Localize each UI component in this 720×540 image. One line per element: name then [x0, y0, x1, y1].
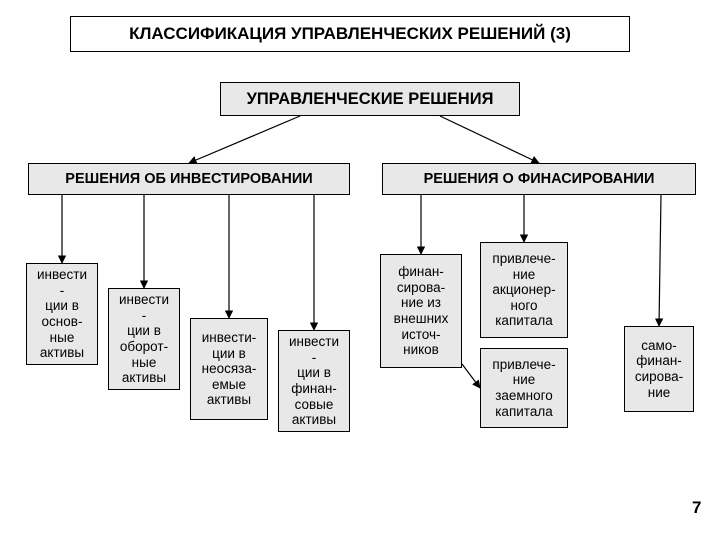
- leaf-node-text: инвести- ции в основ- ные активы: [35, 267, 89, 360]
- leaf-node-text: привлече- ние заемного капитала: [492, 357, 555, 419]
- root-node-text: УПРАВЛЕНЧЕСКИЕ РЕШЕНИЯ: [247, 90, 494, 109]
- edge-root-left: [189, 116, 300, 163]
- root-node: УПРАВЛЕНЧЕСКИЕ РЕШЕНИЯ: [220, 82, 520, 116]
- leaf-node-text: инвести- ции в неосяза- емые активы: [202, 330, 257, 408]
- edge-root-right: [440, 116, 539, 163]
- edge-leaf4-leaf6: [462, 364, 480, 388]
- connectors-layer: [0, 0, 720, 540]
- leaf-node-4: финан- сирова- ние из внешних источ- ник…: [380, 254, 462, 368]
- leaf-node-5: привлече- ние акционер- ного капитала: [480, 242, 568, 338]
- leaf-node-1: инвести- ции в оборот- ные активы: [108, 288, 180, 390]
- leaf-node-text: инвести- ции в оборот- ные активы: [117, 292, 171, 385]
- leaf-node-6: привлече- ние заемного капитала: [480, 348, 568, 428]
- leaf-node-text: привлече- ние акционер- ного капитала: [492, 251, 555, 329]
- leaf-node-3: инвести- ции в финан- совые активы: [278, 330, 350, 432]
- leaf-node-0: инвести- ции в основ- ные активы: [26, 263, 98, 365]
- leaf-node-text: инвести- ции в финан- совые активы: [287, 334, 341, 427]
- leaf-node-text: финан- сирова- ние из внешних источ- ник…: [394, 264, 449, 357]
- branch-node-text: РЕШЕНИЯ ОБ ИНВЕСТИРОВАНИИ: [65, 171, 312, 188]
- edge-right-leaf7: [659, 195, 661, 326]
- branch-node-right: РЕШЕНИЯ О ФИНАСИРОВАНИИ: [382, 163, 696, 195]
- branch-node-text: РЕШЕНИЯ О ФИНАСИРОВАНИИ: [424, 171, 655, 188]
- leaf-node-2: инвести- ции в неосяза- емые активы: [190, 318, 268, 420]
- diagram-canvas: КЛАССИФИКАЦИЯ УПРАВЛЕНЧЕСКИХ РЕШЕНИЙ (3)…: [0, 0, 720, 540]
- page-number-text: 7: [692, 498, 701, 517]
- leaf-node-7: само- финан- сирова- ние: [624, 326, 694, 412]
- diagram-title-text: КЛАССИФИКАЦИЯ УПРАВЛЕНЧЕСКИХ РЕШЕНИЙ (3): [129, 24, 571, 44]
- diagram-title: КЛАССИФИКАЦИЯ УПРАВЛЕНЧЕСКИХ РЕШЕНИЙ (3): [70, 16, 630, 52]
- leaf-node-text: само- финан- сирова- ние: [635, 338, 683, 400]
- branch-node-left: РЕШЕНИЯ ОБ ИНВЕСТИРОВАНИИ: [28, 163, 350, 195]
- page-number: 7: [692, 498, 701, 518]
